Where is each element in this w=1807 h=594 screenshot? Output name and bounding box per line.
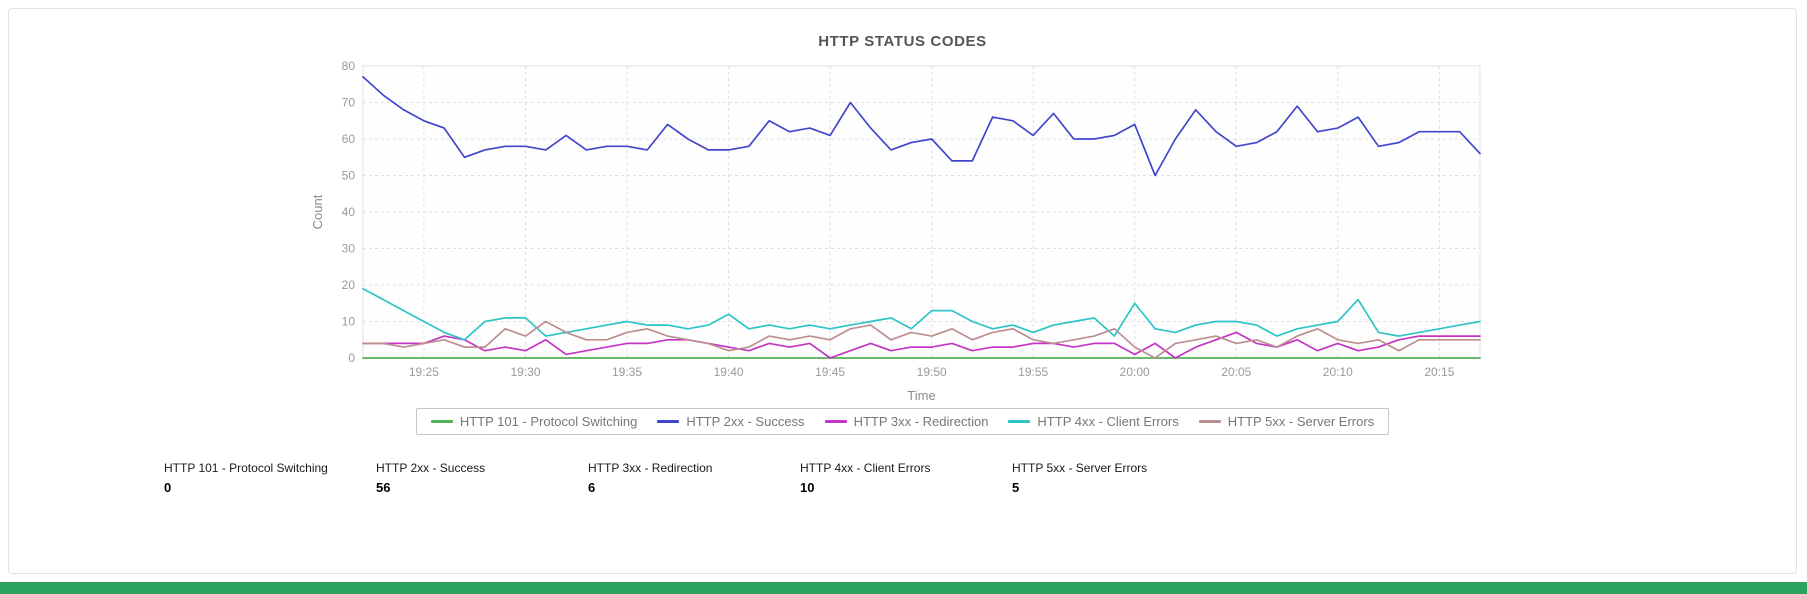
svg-text:19:50: 19:50	[916, 365, 946, 379]
svg-text:Time: Time	[907, 388, 935, 403]
chart-column: HTTP STATUS CODES 0 10 20 30 40 50 60 70 80 19:25…	[308, 9, 1498, 435]
svg-text:19:25: 19:25	[408, 365, 438, 379]
legend-series-label: HTTP 101 - Protocol Switching	[459, 414, 638, 429]
legend-series-marker	[1198, 420, 1221, 423]
summary-item: HTTP 101 - Protocol Switching 0	[164, 461, 376, 495]
svg-text:80: 80	[341, 59, 355, 73]
footer-accent-bar	[0, 582, 1807, 594]
legend-item[interactable]: HTTP 5xx - Server Errors	[1198, 414, 1375, 429]
summary-item: HTTP 3xx - Redirection 6	[588, 461, 800, 495]
summary-value: 10	[800, 480, 815, 495]
legend-series-label: HTTP 3xx - Redirection	[853, 414, 989, 429]
summary-label: HTTP 101 - Protocol Switching	[164, 461, 328, 475]
svg-text:Count: Count	[310, 194, 325, 229]
svg-text:20:00: 20:00	[1119, 365, 1149, 379]
svg-text:19:40: 19:40	[713, 365, 743, 379]
chart-title: HTTP STATUS CODES	[818, 33, 987, 50]
legend-item[interactable]: HTTP 3xx - Redirection	[824, 414, 989, 429]
legend-series-marker	[824, 420, 847, 423]
svg-text:30: 30	[341, 242, 355, 256]
summary-item: HTTP 5xx - Server Errors 5	[1012, 461, 1224, 495]
legend-item[interactable]: HTTP 101 - Protocol Switching	[430, 414, 638, 429]
legend-item[interactable]: HTTP 2xx - Success	[657, 414, 805, 429]
svg-text:19:45: 19:45	[815, 365, 845, 379]
summary-value: 6	[588, 480, 596, 495]
svg-text:19:35: 19:35	[611, 365, 641, 379]
http-status-widget-card: HTTP STATUS CODES 0 10 20 30 40 50 60 70 80 19:25…	[8, 8, 1797, 574]
legend-series-label: HTTP 2xx - Success	[686, 414, 805, 429]
svg-text:20:10: 20:10	[1322, 365, 1352, 379]
summary-label: HTTP 3xx - Redirection	[588, 461, 713, 475]
svg-text:10: 10	[341, 315, 355, 329]
legend-series-marker	[657, 420, 680, 423]
svg-text:40: 40	[341, 205, 355, 219]
svg-text:0: 0	[348, 351, 355, 365]
summary-value: 0	[164, 480, 172, 495]
summary-label: HTTP 2xx - Success	[376, 461, 486, 475]
svg-text:50: 50	[341, 169, 355, 183]
summary-item: HTTP 2xx - Success 56	[376, 461, 588, 495]
legend-wrap: HTTP 101 - Protocol Switching HTTP 2xx - …	[308, 408, 1498, 435]
svg-text:19:30: 19:30	[510, 365, 540, 379]
chart-legend: HTTP 101 - Protocol Switching HTTP 2xx - …	[415, 408, 1390, 435]
summary-label: HTTP 5xx - Server Errors	[1012, 461, 1148, 475]
http-status-line-chart[interactable]: 0 10 20 30 40 50 60 70 80 19:25 19:30 19:35 19:40 19:…	[308, 56, 1498, 404]
svg-text:20: 20	[341, 278, 355, 292]
legend-item[interactable]: HTTP 4xx - Client Errors	[1008, 414, 1179, 429]
summary-row: HTTP 101 - Protocol Switching 0 HTTP 2xx…	[9, 461, 1796, 495]
svg-text:60: 60	[341, 132, 355, 146]
svg-text:20:15: 20:15	[1424, 365, 1454, 379]
summary-value: 56	[376, 480, 391, 495]
summary-value: 5	[1012, 480, 1020, 495]
summary-item: HTTP 4xx - Client Errors 10	[800, 461, 1012, 495]
legend-series-marker	[430, 420, 453, 423]
summary-label: HTTP 4xx - Client Errors	[800, 461, 931, 475]
legend-series-label: HTTP 4xx - Client Errors	[1037, 414, 1179, 429]
legend-series-label: HTTP 5xx - Server Errors	[1227, 414, 1375, 429]
svg-text:70: 70	[341, 96, 355, 110]
svg-text:19:55: 19:55	[1018, 365, 1048, 379]
legend-series-marker	[1008, 420, 1031, 423]
svg-text:20:05: 20:05	[1221, 365, 1251, 379]
